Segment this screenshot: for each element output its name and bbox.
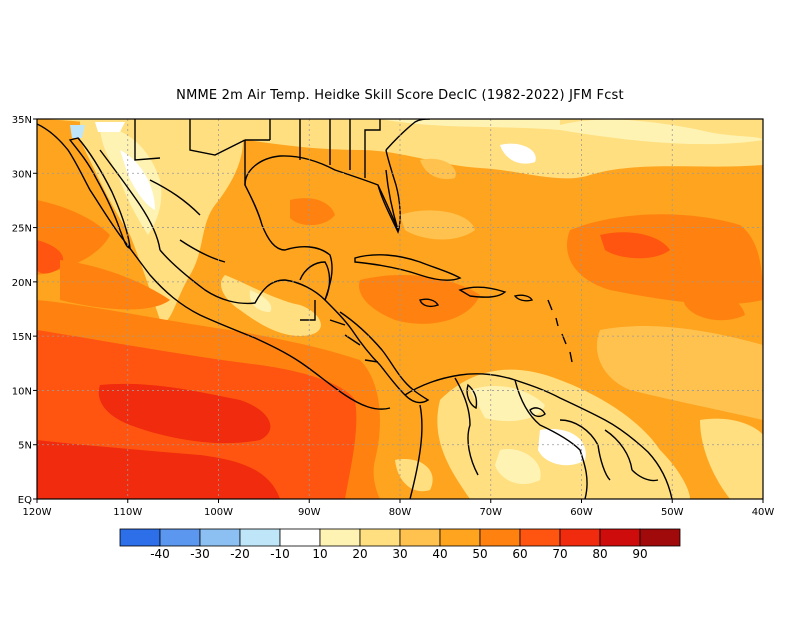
lon-tick-label: 110W <box>113 507 142 518</box>
colorbar-label: 40 <box>432 547 447 561</box>
colorbar-swatch <box>599 528 641 547</box>
colorbar-swatch <box>159 528 201 547</box>
lat-tick-label: 25N <box>12 224 32 235</box>
lat-tick-label: 20N <box>12 278 32 289</box>
colorbar-swatch <box>279 528 321 547</box>
map-title: NMME 2m Air Temp. Heidke Skill Score Dec… <box>176 88 624 103</box>
colorbar-label: 80 <box>592 547 607 561</box>
colorbar-swatch <box>639 528 681 547</box>
colorbar-swatch <box>199 528 241 547</box>
lon-tick-label: 80W <box>389 507 412 518</box>
lon-tick-label: 120W <box>23 507 52 518</box>
colorbar-swatch <box>439 528 481 547</box>
colorbar-label: 20 <box>352 547 367 561</box>
lon-tick-label: 40W <box>752 507 775 518</box>
colorbar-label: -20 <box>230 547 250 561</box>
colorbar-label: 30 <box>392 547 407 561</box>
colorbar-swatch <box>319 528 361 547</box>
colorbar: -40 -30 -20 -10 10 20 30 40 50 60 70 80 90 <box>119 528 681 561</box>
colorbar-label: -40 <box>150 547 170 561</box>
colorbar-swatch <box>119 528 161 547</box>
lat-tick-label: 35N <box>12 115 32 126</box>
colorbar-label: 50 <box>472 547 487 561</box>
lon-tick-label: 90W <box>298 507 321 518</box>
colorbar-swatch <box>519 528 561 547</box>
lat-tick-label: 30N <box>12 169 32 180</box>
lon-tick-label: 100W <box>204 507 233 518</box>
colorbar-label: 70 <box>552 547 567 561</box>
colorbar-swatch <box>399 528 441 547</box>
colorbar-label: 10 <box>312 547 327 561</box>
colorbar-label: 60 <box>512 547 527 561</box>
lon-tick-label: 70W <box>479 507 502 518</box>
axes: EQ 5N 10N 15N 20N 25N 30N 35N 120W 110W 100W 90W 80W… <box>12 115 775 518</box>
lat-tick-label: 15N <box>12 332 32 343</box>
lon-tick-label: 50W <box>661 507 684 518</box>
colorbar-swatch <box>559 528 601 547</box>
lat-tick-label: 10N <box>12 386 32 397</box>
lon-tick-label: 60W <box>570 507 593 518</box>
colorbar-label: 90 <box>632 547 647 561</box>
colorbar-swatch <box>479 528 521 547</box>
colorbar-label: -30 <box>190 547 210 561</box>
gridlines <box>37 119 763 499</box>
colorbar-swatch <box>359 528 401 547</box>
colorbar-label: -10 <box>270 547 290 561</box>
lat-tick-label: 5N <box>18 441 32 452</box>
lat-tick-label: EQ <box>18 495 32 506</box>
colorbar-swatch <box>239 528 281 547</box>
